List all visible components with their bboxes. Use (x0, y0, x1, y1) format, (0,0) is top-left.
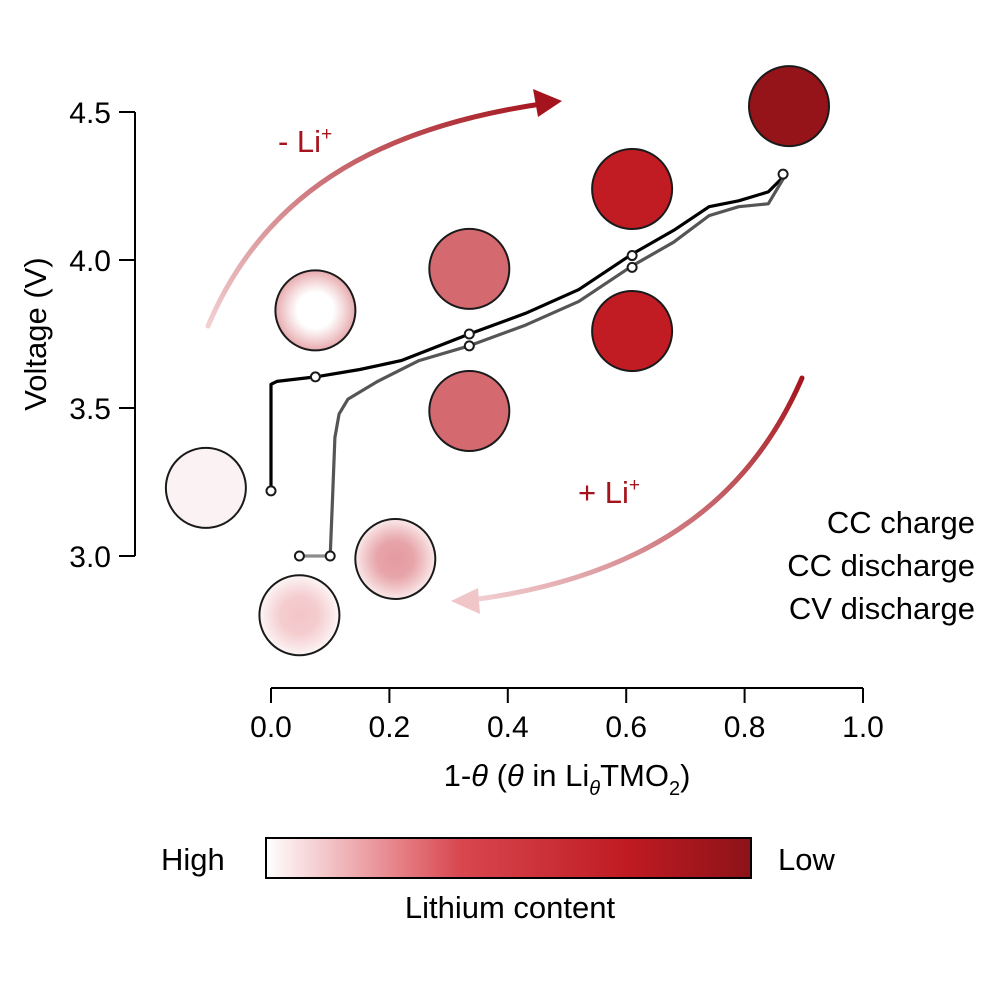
x-tick-label-0-4: 0.4 (487, 711, 529, 744)
particle-1 (164, 446, 247, 529)
particle-5 (591, 147, 674, 230)
series-line-cc-discharge (328, 172, 788, 558)
x-tick-label-1-0: 1.0 (842, 711, 884, 744)
colorbar-title: Lithium content (405, 890, 616, 925)
y-axis: 3.0 3.5 4.0 4.5 (69, 97, 136, 574)
x-tick-label-0-8: 0.8 (724, 711, 766, 744)
delithiation-arrow (205, 89, 562, 329)
curve-marker-2 (309, 371, 321, 383)
legend-entry-cc-charge: CC charge (827, 505, 975, 540)
particle-8 (354, 517, 437, 600)
colorbar: High Low Lithium content (161, 837, 835, 925)
series-layer (269, 172, 788, 558)
y-tick-label-3-5: 3.5 (69, 393, 111, 426)
curve-marker-4 (463, 340, 475, 352)
colorbar-gradient (265, 837, 752, 879)
colorbar-low-label: Low (778, 842, 835, 877)
legend-entry-cc-discharge: CC discharge (787, 548, 975, 583)
particle-2 (274, 269, 357, 352)
y-axis-title: Voltage (V) (18, 257, 53, 410)
lithiation-arrow (451, 375, 805, 614)
markers-layer (265, 168, 789, 562)
x-tick-label-0-0: 0.0 (250, 711, 292, 744)
particle-6 (591, 290, 674, 373)
y-tick-label-3-0: 3.0 (69, 541, 111, 574)
curve-marker-8 (324, 550, 336, 562)
x-tick-label-0-6: 0.6 (605, 711, 647, 744)
curve-marker-7 (777, 168, 789, 180)
particles-layer (164, 65, 830, 657)
x-axis: 0.0 0.2 0.4 0.6 0.8 1.0 (250, 687, 884, 744)
series-line-cc-charge (269, 172, 788, 493)
curve-marker-6 (626, 261, 638, 273)
particle-9 (258, 574, 341, 657)
y-tick-label-4-5: 4.5 (69, 97, 111, 130)
y-tick-label-4-0: 4.0 (69, 245, 111, 278)
curve-marker-9 (293, 550, 305, 562)
add-li-label: + Li+ (578, 475, 640, 510)
particle-7 (748, 65, 830, 148)
remove-li-label: - Li+ (278, 124, 332, 159)
curve-marker-5 (626, 250, 638, 262)
particle-3 (428, 227, 511, 310)
legend: CC charge CC discharge CV discharge (787, 505, 975, 626)
legend-entry-cv-discharge: CV discharge (789, 591, 975, 626)
colorbar-high-label: High (161, 842, 225, 877)
x-axis-title: 1-θ (θ in LiθTMO2) (444, 758, 691, 800)
x-tick-label-0-2: 0.2 (369, 711, 411, 744)
curve-marker-3 (463, 328, 475, 340)
curve-marker-1 (265, 485, 277, 497)
particle-4 (428, 369, 511, 452)
